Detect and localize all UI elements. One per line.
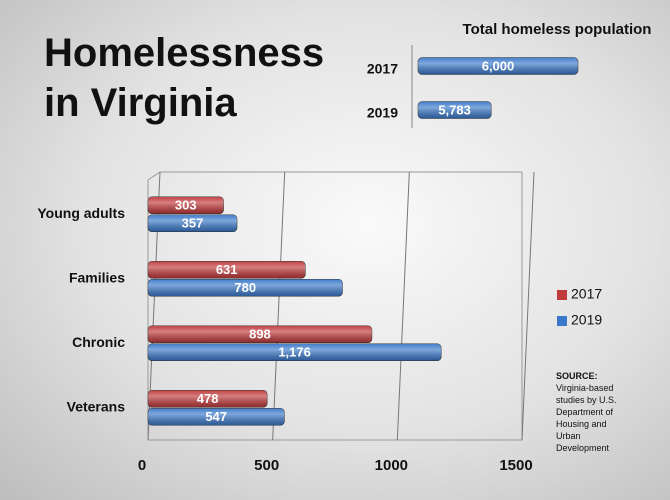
chart-title: Homelessness in Virginia bbox=[44, 31, 325, 125]
value-label: 898 bbox=[249, 327, 271, 342]
legend-swatch bbox=[557, 290, 567, 300]
source-text: Virginia-based studies by U.S. Departmen… bbox=[556, 383, 617, 453]
y-tick-label: Families bbox=[69, 269, 125, 285]
legend-label: 2019 bbox=[571, 312, 602, 328]
inset-title: Total homeless population bbox=[463, 21, 652, 38]
grid-line bbox=[396, 171, 410, 441]
y-tick-label: Chronic bbox=[72, 334, 125, 350]
inset-category: 2019 bbox=[367, 105, 398, 121]
bar-shine bbox=[148, 343, 442, 361]
inset-category: 2017 bbox=[367, 61, 398, 77]
value-label: 1,176 bbox=[278, 345, 311, 360]
legend-label: 2017 bbox=[571, 286, 602, 302]
bar-shine bbox=[418, 101, 492, 119]
bar-shine bbox=[148, 196, 224, 214]
grid-line bbox=[521, 171, 535, 441]
source-note: SOURCE: Virginia-based studies by U.S. D… bbox=[556, 370, 626, 454]
value-label: 478 bbox=[197, 391, 219, 406]
value-label: 303 bbox=[175, 198, 197, 213]
bar-shine bbox=[148, 261, 306, 279]
value-label: 547 bbox=[205, 409, 227, 424]
y-tick-label: Young adults bbox=[37, 205, 125, 221]
bar-shine bbox=[148, 279, 343, 297]
bar-shine bbox=[148, 408, 285, 426]
value-label: 780 bbox=[234, 280, 256, 295]
value-label: 5,783 bbox=[438, 102, 471, 117]
legend-swatch bbox=[557, 316, 567, 326]
x-tick-label: 500 bbox=[254, 457, 279, 474]
value-label: 6,000 bbox=[482, 58, 515, 73]
value-label: 357 bbox=[182, 216, 204, 231]
bar-shine bbox=[148, 214, 238, 232]
x-tick-label: 1500 bbox=[499, 457, 532, 474]
bar-shine bbox=[148, 390, 268, 408]
value-label: 631 bbox=[216, 262, 238, 277]
bar-shine bbox=[148, 325, 372, 343]
x-tick-label: 0 bbox=[138, 457, 146, 474]
x-tick-label: 1000 bbox=[375, 457, 408, 474]
bar-shine bbox=[418, 57, 578, 75]
y-tick-label: Veterans bbox=[67, 398, 126, 414]
source-label: SOURCE: bbox=[556, 371, 598, 381]
grid-line bbox=[272, 171, 286, 441]
